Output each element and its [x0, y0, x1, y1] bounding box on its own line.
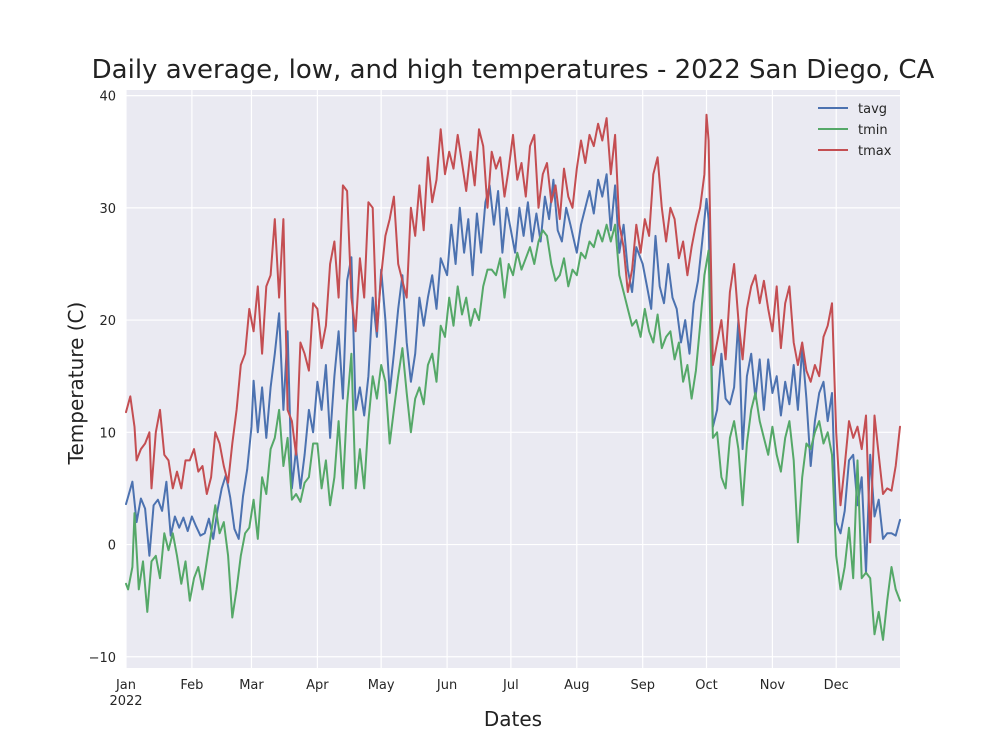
y-tick-label: 20 [99, 314, 116, 329]
series-line-tavg [125, 173, 901, 574]
y-tick-label: 0 [108, 539, 116, 554]
plot-background [126, 90, 900, 668]
legend-label-tavg: tavg [858, 102, 887, 117]
series-line-tmin [125, 223, 901, 641]
x-tick-label: Mar [239, 678, 264, 693]
legend-label-tmax: tmax [858, 144, 892, 159]
x-axis-label: Dates [483, 707, 543, 731]
x-tick-label: Jan [115, 678, 136, 693]
y-tick-label: 10 [99, 426, 116, 441]
y-tick-label: 30 [99, 202, 116, 217]
x-tick-label: Jun [436, 678, 457, 693]
legend-label-tmin: tmin [858, 123, 888, 138]
x-tick-label: Dec [824, 678, 849, 693]
x-tick-label: May [368, 678, 395, 693]
series-line-tmax [125, 113, 901, 544]
x-tick-label: Aug [564, 678, 589, 693]
x-tick-label: Apr [306, 678, 329, 693]
x-tick-label: Jul [502, 678, 519, 693]
x-tick-label: Sep [630, 678, 655, 693]
y-tick-label: −10 [89, 651, 116, 666]
x-tick-year-label: 2022 [109, 694, 142, 709]
chart-title: Daily average, low, and high temperature… [91, 55, 935, 85]
y-tick-label: 40 [99, 90, 116, 105]
x-tick-label: Oct [695, 678, 717, 693]
x-tick-label: Nov [760, 678, 786, 693]
x-tick-label: Feb [180, 678, 203, 693]
